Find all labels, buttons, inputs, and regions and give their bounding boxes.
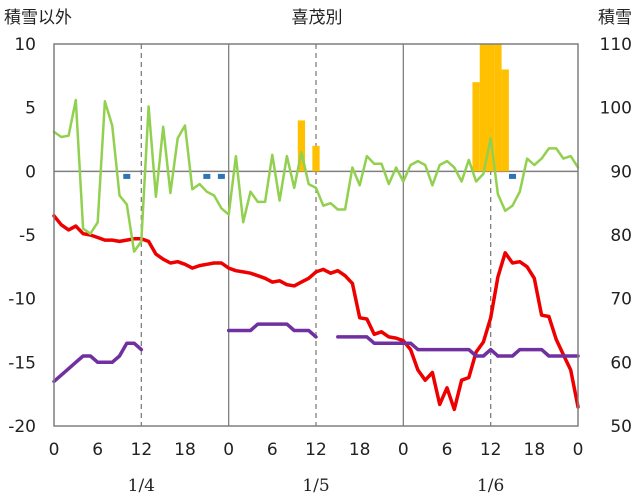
x-tick-label: 12 — [480, 440, 502, 460]
x-ticks: 0 6 12 18 0 6 12 18 0 6 12 18 0 — [49, 440, 584, 460]
right-y-tick-label: 60 — [610, 353, 632, 373]
right-axis-label: 積雪 — [598, 8, 632, 28]
x-tick-label: 0 — [398, 440, 409, 460]
left-y-tick-label: -15 — [8, 353, 36, 373]
precipitation-bar — [472, 82, 480, 172]
precipitation-bar — [479, 44, 488, 172]
x-tick-label: 0 — [49, 440, 60, 460]
left-y-tick-label: 10 — [14, 35, 36, 55]
precipitation-bar — [487, 44, 495, 172]
left-y-tick-label: 0 — [25, 162, 36, 182]
right-y-tick-label: 100 — [600, 99, 632, 119]
sunshine-markers — [123, 173, 516, 179]
x-tick-label: 6 — [442, 440, 453, 460]
sunshine-marker — [203, 173, 211, 179]
date-label: 1/5 — [302, 476, 329, 496]
left-y-tick-label: 5 — [25, 99, 36, 119]
date-label: 1/6 — [477, 476, 504, 496]
x-tick-label: 0 — [573, 440, 584, 460]
x-tick-label: 6 — [267, 440, 278, 460]
precipitation-bar — [297, 120, 306, 172]
x-tick-label: 18 — [349, 440, 371, 460]
right-y-tick-label: 90 — [610, 162, 632, 182]
series-lines — [52, 98, 580, 412]
x-tick-label: 0 — [223, 440, 234, 460]
wind-line — [52, 98, 580, 253]
sunshine-marker — [509, 173, 516, 179]
x-tick-label: 12 — [131, 440, 153, 460]
date-labels: 1/4 1/5 1/6 — [128, 476, 505, 496]
right-y-tick-label: 110 — [600, 35, 632, 55]
precipitation-bar — [312, 145, 320, 172]
right-y-ticks: 110 100 90 80 70 60 50 — [600, 35, 632, 437]
precipitation-bars — [297, 44, 509, 172]
snow_depth-line — [226, 322, 318, 339]
right-y-tick-label: 70 — [610, 290, 632, 310]
right-y-tick-label: 80 — [610, 226, 632, 246]
snow_depth-line — [52, 341, 144, 384]
x-tick-label: 12 — [305, 440, 327, 460]
left-y-tick-label: -10 — [8, 290, 36, 310]
left-axis-label: 積雪以外 — [4, 8, 72, 28]
plot-frame — [53, 43, 579, 427]
sunshine-marker — [123, 173, 131, 179]
sunshine-marker — [217, 173, 225, 179]
chart-title: 喜茂別 — [292, 8, 343, 28]
right-y-tick-label: 50 — [610, 417, 632, 437]
x-tick-label: 6 — [92, 440, 103, 460]
precipitation-bar — [501, 69, 509, 172]
x-tick-label: 18 — [174, 440, 196, 460]
precipitation-bar — [494, 44, 502, 172]
snow_depth-line — [336, 335, 500, 358]
left-y-ticks: 10 5 0 -5 -10 -15 -20 — [8, 35, 36, 437]
date-label: 1/4 — [128, 476, 155, 496]
snow_depth-line — [496, 347, 580, 358]
left-y-tick-label: -5 — [19, 226, 36, 246]
left-y-tick-label: -20 — [8, 417, 36, 437]
x-tick-label: 18 — [524, 440, 546, 460]
